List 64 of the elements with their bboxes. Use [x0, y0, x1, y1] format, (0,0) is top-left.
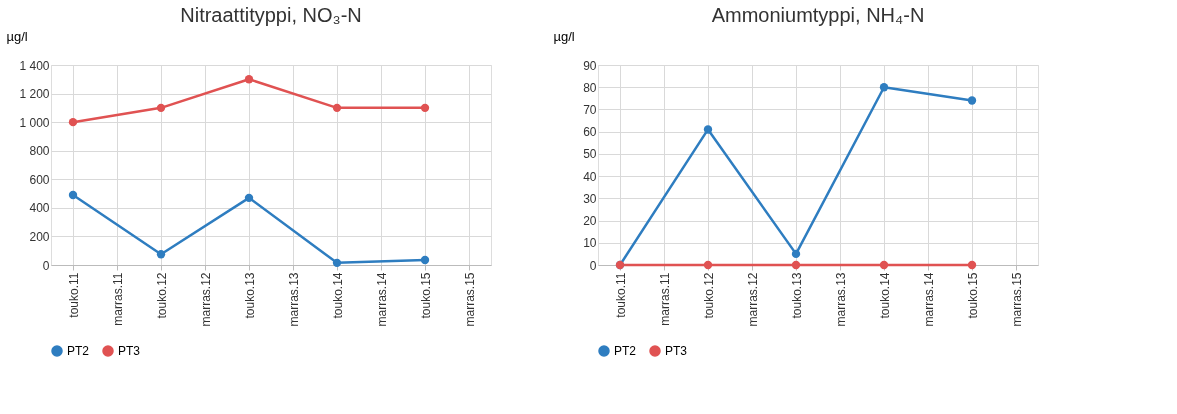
- y-tick-label: 40: [583, 169, 597, 184]
- point: [879, 260, 889, 270]
- x-tick-label: marras.11: [110, 272, 125, 326]
- chart-title: Ammoniumtyppi, NH₄-N: [711, 4, 925, 26]
- x-tick-label: touko.15: [965, 272, 980, 319]
- point: [68, 190, 78, 200]
- y-tick-label: 50: [583, 147, 597, 162]
- legend-label: PT3: [118, 344, 141, 358]
- y-axis-title: µg/l: [6, 28, 28, 44]
- chart-title: Nitraattityppi, NO₃-N: [180, 4, 362, 26]
- y-tick-label: 10: [583, 236, 597, 251]
- point: [156, 103, 166, 113]
- point: [68, 117, 78, 127]
- point: [332, 258, 342, 268]
- y-tick-label: 200: [29, 229, 50, 244]
- point: [420, 103, 430, 113]
- x-tick-label: marras.14: [374, 272, 389, 327]
- y-tick-label: 1 000: [19, 115, 50, 130]
- y-axis-title: µg/l: [553, 28, 575, 44]
- point: [703, 125, 713, 134]
- y-tick-label: 90: [583, 58, 597, 73]
- x-tick-label: marras.14: [921, 272, 936, 327]
- y-tick-label: 1 400: [19, 58, 50, 73]
- legend-label: PT2: [67, 344, 90, 358]
- x-tick-label: touko.14: [330, 272, 345, 319]
- y-tick-label: 800: [29, 144, 50, 159]
- point: [156, 250, 166, 259]
- x-tick-label: marras.12: [198, 272, 213, 327]
- y-tick-label: 0: [42, 258, 50, 273]
- y-tick-label: 30: [583, 191, 597, 206]
- y-tick-label: 0: [589, 258, 597, 273]
- x-tick-label: marras.15: [1009, 272, 1024, 327]
- legend-label: PT2: [614, 344, 637, 358]
- x-tick-label: touko.13: [789, 272, 804, 319]
- y-tick-label: 60: [583, 125, 597, 140]
- x-tick-label: touko.14: [877, 272, 892, 319]
- x-tick-label: marras.11: [657, 272, 672, 326]
- x-tick-label: touko.15: [418, 272, 433, 319]
- point: [791, 249, 801, 259]
- point: [244, 193, 254, 203]
- y-tick-label: 1 200: [19, 87, 50, 102]
- y-tick-label: 80: [583, 80, 597, 95]
- point: [967, 96, 977, 105]
- point: [244, 75, 254, 84]
- y-tick-label: 600: [29, 172, 50, 187]
- legend-label: PT3: [665, 344, 688, 358]
- x-tick-label: marras.13: [286, 272, 301, 327]
- point: [420, 255, 430, 265]
- point: [879, 83, 889, 92]
- point: [703, 260, 713, 270]
- x-tick-label: marras.12: [745, 272, 760, 327]
- x-tick-label: touko.12: [154, 272, 169, 319]
- x-tick-label: touko.13: [242, 272, 257, 319]
- point: [791, 260, 801, 270]
- point: [332, 103, 342, 113]
- y-tick-label: 70: [583, 102, 597, 117]
- y-tick-label: 20: [583, 214, 597, 229]
- y-tick-label: 400: [29, 201, 50, 216]
- x-tick-label: touko.12: [701, 272, 716, 319]
- x-tick-label: marras.15: [462, 272, 477, 327]
- x-tick-label: touko.11: [613, 272, 628, 318]
- x-tick-label: marras.13: [833, 272, 848, 327]
- x-tick-label: touko.11: [66, 272, 81, 318]
- point: [967, 260, 977, 270]
